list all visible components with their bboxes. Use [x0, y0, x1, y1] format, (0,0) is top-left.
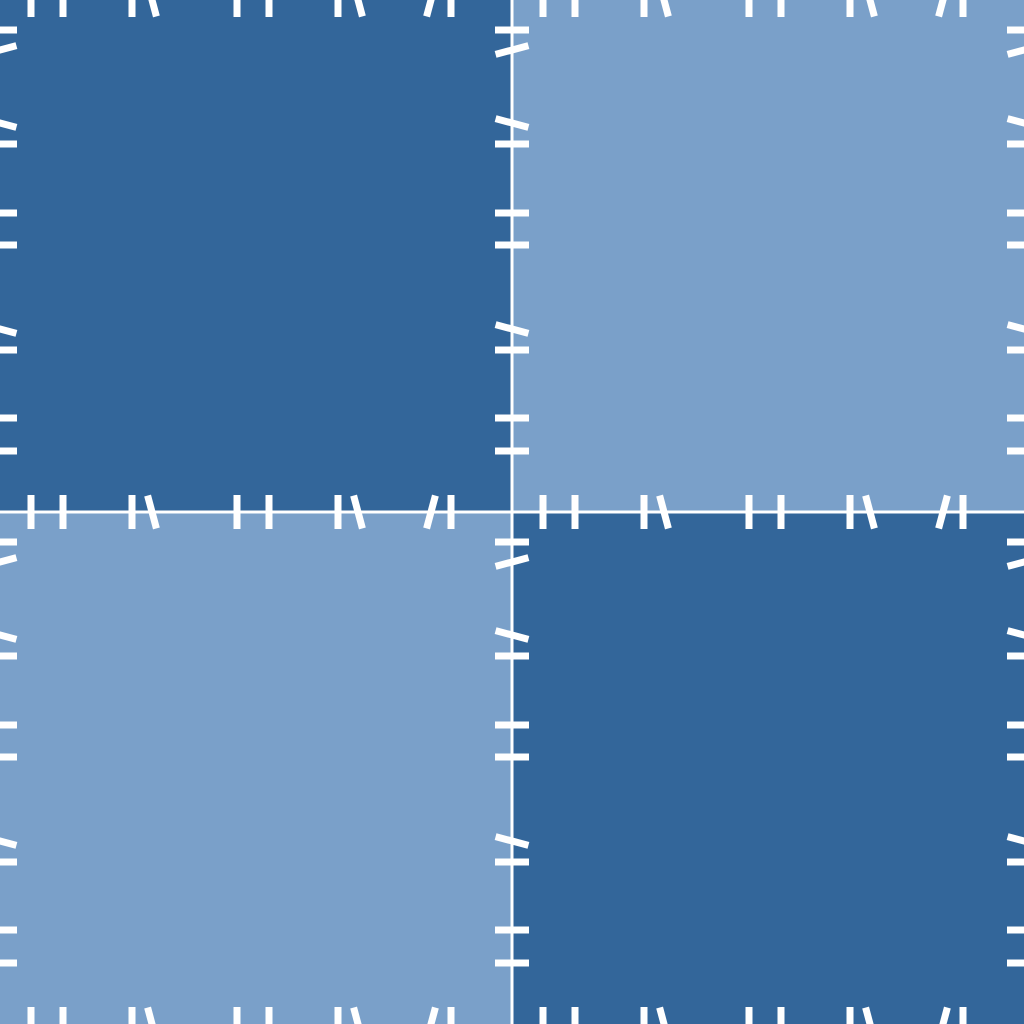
tick-mark [0, 833, 18, 849]
tick-mark [935, 1006, 951, 1024]
tick-mark [423, 494, 439, 530]
dark-tile [512, 512, 1024, 1024]
tick-mark [494, 321, 530, 337]
tick-mark [935, 0, 951, 18]
tick-mark [1006, 321, 1024, 337]
tick-mark [144, 494, 160, 530]
tick-mark [494, 115, 530, 131]
tick-mark [0, 115, 18, 131]
tick-mark [862, 0, 878, 18]
dark-tile [0, 0, 512, 512]
tick-mark [423, 1006, 439, 1024]
tick-mark [1006, 627, 1024, 643]
tick-mark [0, 554, 18, 570]
tick-mark [494, 627, 530, 643]
tick-mark [350, 0, 366, 18]
tick-mark [350, 494, 366, 530]
tick-mark [423, 0, 439, 18]
tick-mark [0, 321, 18, 337]
light-tile [512, 0, 1024, 512]
tick-mark [0, 42, 18, 58]
tick-mark [656, 494, 672, 530]
tick-mark [350, 1006, 366, 1024]
tick-mark [1006, 42, 1024, 58]
tick-mark [862, 494, 878, 530]
tick-mark [656, 0, 672, 18]
tick-mark [935, 494, 951, 530]
tick-mark [862, 1006, 878, 1024]
tick-mark [494, 554, 530, 570]
light-tile [0, 512, 512, 1024]
tick-mark [144, 1006, 160, 1024]
tick-mark [1006, 115, 1024, 131]
tick-mark [656, 1006, 672, 1024]
tick-mark [494, 833, 530, 849]
tick-mark [0, 627, 18, 643]
tick-mark [1006, 554, 1024, 570]
tick-mark [1006, 833, 1024, 849]
tick-mark [144, 0, 160, 18]
tick-mark [494, 42, 530, 58]
